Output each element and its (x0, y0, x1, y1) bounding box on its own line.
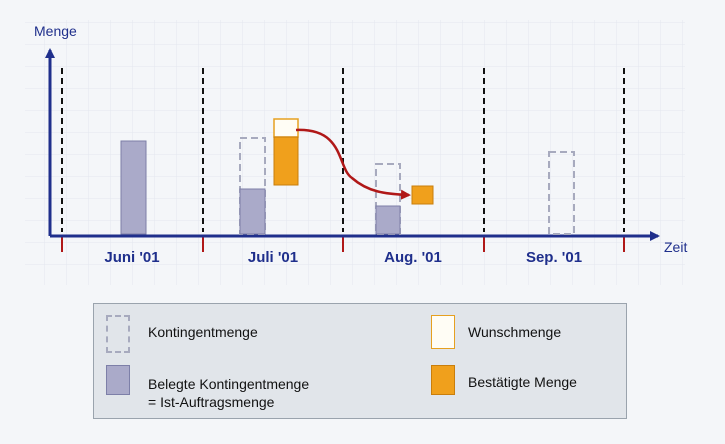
shift-arrow (295, 128, 411, 200)
month-label-aug: Aug. '01 (384, 249, 442, 266)
wunsch-bar-juli (273, 118, 299, 138)
legend-belegte-label-line1: Belegte Kontingentmenge (148, 376, 310, 392)
axis-ticks (61, 236, 625, 252)
kontingent-legend-icon (106, 315, 130, 353)
legend-bestaetigt-label: Bestätigte Menge (468, 374, 577, 390)
kontingent-bar-sep (548, 151, 575, 235)
legend-belegte-label-line2: = Ist-Auftragsmenge (148, 394, 275, 410)
y-axis-label: Menge (34, 23, 77, 39)
belegte-bar-juli (239, 188, 266, 235)
belegte-bar-aug (375, 205, 401, 235)
bestaetigt-bar-aug (411, 185, 434, 205)
wunsch-legend-icon (431, 315, 455, 349)
month-label-juni: Juni '01 (104, 249, 159, 266)
legend-wunsch-label: Wunschmenge (468, 324, 562, 340)
bestaetigt-bar-juli (273, 136, 299, 186)
legend-kontingent-label: Kontingentmenge (148, 324, 258, 340)
timeline-diagram: Menge Zeit Juni '01 Juli '01 Aug. '01 Se… (25, 20, 687, 285)
month-separators (61, 68, 625, 232)
month-label-juli: Juli '01 (248, 249, 298, 266)
month-label-sep: Sep. '01 (526, 249, 582, 266)
belegte-legend-icon (106, 365, 130, 395)
bestaetigt-legend-icon (431, 365, 455, 395)
belegte-bar-juni (120, 140, 147, 235)
legend: Kontingentmenge Belegte Kontingentmenge … (93, 303, 627, 419)
x-axis-label: Zeit (664, 239, 687, 255)
